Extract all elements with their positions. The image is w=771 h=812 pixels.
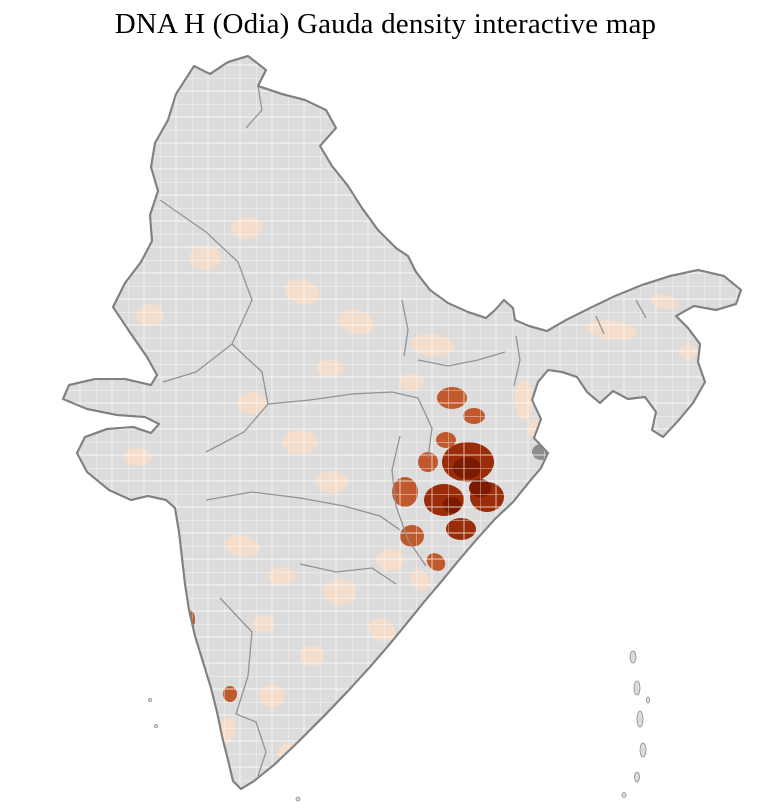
map-region-madhya-pradesh-west[interactable]: madhya-pradesh-west — Low density <box>237 392 267 414</box>
map-region-rayalaseema[interactable]: rayalaseema — Low density <box>299 646 325 666</box>
map-region-karnataka-south[interactable]: karnataka-south — Low density <box>259 685 285 707</box>
map-region-odisha-north-edge[interactable]: odisha-north-edge — Medium density <box>436 432 456 448</box>
map-region-marathwada[interactable]: marathwada — Low density <box>268 567 296 585</box>
map-region-north-bengal-strip[interactable]: north-bengal-strip — Low density <box>514 380 534 420</box>
andaman-island <box>634 771 640 783</box>
map-region-goa[interactable]: goa — Medium density <box>185 610 195 630</box>
island-speck <box>621 792 627 798</box>
map-region-odisha-peak-b[interactable]: odisha-peak-b — Very high density (Odish… <box>469 479 491 497</box>
map-region-odisha-peak-c[interactable]: odisha-peak-c — Very high density (Odish… <box>443 497 461 513</box>
map-region-manipur[interactable]: manipur — Low density <box>679 344 697 360</box>
lakshadweep-island <box>154 724 158 728</box>
map-region-jharkhand-cluster-b[interactable]: jharkhand-cluster-b — Medium density <box>463 408 485 424</box>
map-region-odisha-southwest[interactable]: odisha-southwest — Medium density <box>400 525 424 547</box>
map-region-uttar-pradesh-south[interactable]: uttar-pradesh-south — Low density <box>317 359 343 377</box>
andaman-island <box>646 696 650 704</box>
map-region-odisha-core-south[interactable]: odisha-core-south — High density <box>446 518 476 540</box>
map-region-odisha-west[interactable]: odisha-west — Medium density <box>392 477 418 507</box>
map-region-jharkhand-west[interactable]: jharkhand-west — Low density <box>400 373 424 391</box>
map-region-telangana[interactable]: telangana — Low density <box>323 579 357 605</box>
islands <box>148 650 650 802</box>
map-region-jharkhand-cluster-a[interactable]: jharkhand-cluster-a — Medium density <box>437 387 467 409</box>
map-region-madhya-pradesh-central[interactable]: madhya-pradesh-central — Low density <box>282 430 318 454</box>
map-region-karnataka-north[interactable]: karnataka-north — Low density <box>253 615 275 633</box>
andaman-island <box>629 650 637 664</box>
map-region-rajasthan-west[interactable]: rajasthan-west — Low density <box>136 304 164 326</box>
map-region-vidarbha[interactable]: vidarbha — Low density <box>316 471 348 493</box>
island-speck <box>295 796 301 802</box>
lakshadweep-island <box>148 698 152 702</box>
map-region-rajasthan-north[interactable]: rajasthan-north — Low density <box>189 246 221 270</box>
andaman-island <box>633 680 641 696</box>
map-region-karnataka-coastal-spot[interactable]: karnataka-coastal-spot — Medium density <box>223 686 237 702</box>
andaman-island <box>639 742 647 758</box>
india-landmass[interactable] <box>62 55 742 790</box>
andaman-island <box>636 710 644 728</box>
map-region-gujarat-central[interactable]: gujarat-central — Low density <box>124 448 152 466</box>
page-title: DNA H (Odia) Gauda density interactive m… <box>114 8 657 40</box>
map-region-chhattisgarh-east[interactable]: chhattisgarh-east — Medium density <box>418 452 438 472</box>
map-region-odisha-peak-a[interactable]: odisha-peak-a — Very high density (Odish… <box>453 457 481 479</box>
map-region-chhattisgarh-south[interactable]: chhattisgarh-south — Low density <box>376 549 404 571</box>
